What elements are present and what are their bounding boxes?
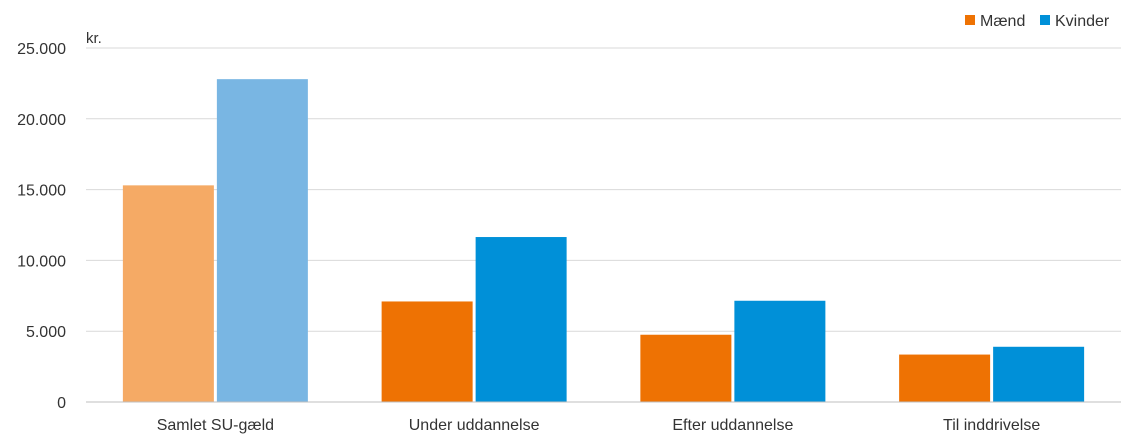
bar-maend (899, 354, 991, 402)
x-axis-categories: Samlet SU-gæld Under uddannelse Efter udda… (157, 417, 1041, 434)
bar-maend (122, 185, 214, 402)
y-tick-label: 0 (57, 395, 66, 412)
x-category-label: Til inddrivelse (943, 417, 1040, 434)
y-unit-label: kr. (86, 30, 102, 47)
bar-kvinder (475, 237, 567, 402)
bar-kvinder (734, 300, 826, 402)
bar-maend (640, 334, 732, 402)
bar-kvinder (216, 79, 308, 402)
legend-swatch-maend (965, 15, 975, 25)
y-tick-label: 20.000 (17, 112, 66, 129)
y-tick-label: 15.000 (17, 183, 66, 200)
y-tick-label: 10.000 (17, 253, 66, 270)
legend-swatch-kvinder (1040, 15, 1050, 25)
x-category-label: Under uddannelse (409, 417, 540, 434)
legend: Mænd Kvinder (965, 13, 1110, 30)
x-category-label: Efter uddannelse (672, 417, 793, 434)
y-tick-label: 5.000 (26, 324, 66, 341)
bar-maend (381, 301, 473, 402)
legend-label-kvinder: Kvinder (1055, 13, 1110, 30)
y-tick-label: 25.000 (17, 41, 66, 58)
x-category-label: Samlet SU-gæld (157, 417, 274, 434)
y-axis-ticks: 0 5.000 10.000 15.000 20.000 25.000 (17, 41, 66, 412)
bars (122, 79, 1085, 402)
legend-label-maend: Mænd (980, 13, 1025, 30)
bar-kvinder (993, 346, 1085, 402)
